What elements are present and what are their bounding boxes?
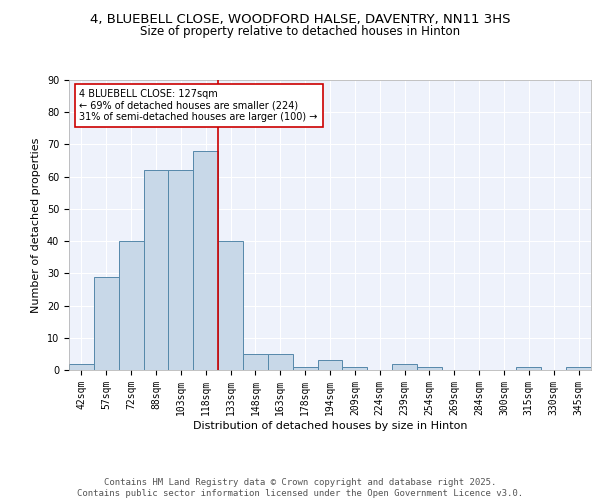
Bar <box>417 367 442 370</box>
Text: 4 BLUEBELL CLOSE: 127sqm
← 69% of detached houses are smaller (224)
31% of semi-: 4 BLUEBELL CLOSE: 127sqm ← 69% of detach… <box>79 88 318 122</box>
Bar <box>94 276 119 370</box>
Bar <box>218 241 243 370</box>
Bar <box>119 241 143 370</box>
Text: 4, BLUEBELL CLOSE, WOODFORD HALSE, DAVENTRY, NN11 3HS: 4, BLUEBELL CLOSE, WOODFORD HALSE, DAVEN… <box>90 12 510 26</box>
Bar <box>392 364 417 370</box>
Bar <box>193 151 218 370</box>
Bar <box>69 364 94 370</box>
Bar <box>517 367 541 370</box>
Bar <box>169 170 193 370</box>
Y-axis label: Number of detached properties: Number of detached properties <box>31 138 41 312</box>
Bar <box>268 354 293 370</box>
Text: Contains HM Land Registry data © Crown copyright and database right 2025.
Contai: Contains HM Land Registry data © Crown c… <box>77 478 523 498</box>
Bar <box>143 170 169 370</box>
Bar <box>243 354 268 370</box>
Bar <box>566 367 591 370</box>
Bar <box>317 360 343 370</box>
X-axis label: Distribution of detached houses by size in Hinton: Distribution of detached houses by size … <box>193 420 467 430</box>
Bar <box>343 367 367 370</box>
Bar <box>293 367 317 370</box>
Text: Size of property relative to detached houses in Hinton: Size of property relative to detached ho… <box>140 25 460 38</box>
